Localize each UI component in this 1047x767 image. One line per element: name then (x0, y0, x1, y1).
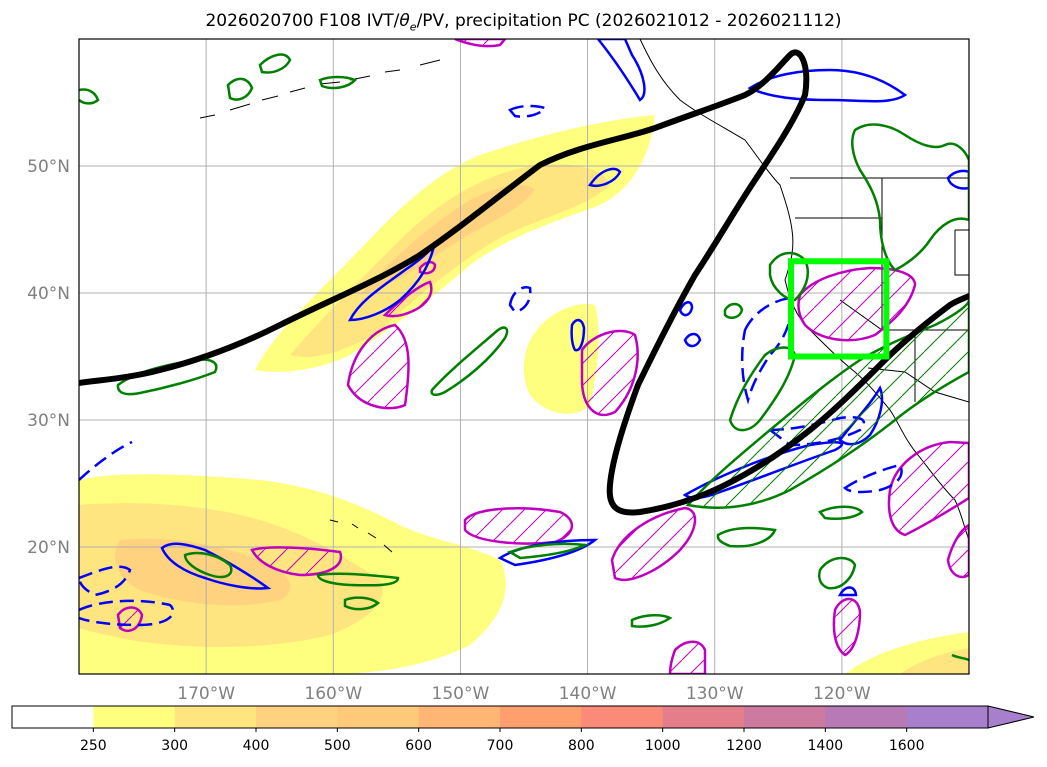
colorbar-segment (337, 706, 420, 728)
pv-contour-solid (837, 586, 858, 597)
pv-contour-dashed (508, 104, 548, 118)
precip-region (454, 39, 507, 48)
title-theta-sub: e (409, 20, 417, 34)
pv-contour-dashed (79, 565, 132, 597)
colorbar-segment (744, 706, 826, 728)
precip-region (610, 506, 697, 581)
longitude-label: 130°W (686, 684, 744, 704)
colorbar-level-label: 1600 (889, 738, 925, 754)
theta-e-contour (258, 53, 292, 74)
theta-e-contour (183, 551, 233, 579)
colorbar-level-label: 600 (405, 738, 432, 754)
colorbar-segment (662, 706, 745, 728)
pv-contour-dashed (79, 599, 175, 627)
latitude-label: 40°N (27, 284, 70, 304)
theta-e-contour (343, 596, 380, 611)
longitude-label: 120°W (813, 684, 871, 704)
longitude-label: 140°W (559, 684, 617, 704)
theta-e-contour (318, 75, 358, 90)
precip-region (346, 323, 410, 410)
theta-e-hatch-fill (688, 300, 969, 508)
theta-e-contour (316, 572, 400, 587)
latitude-label: 30°N (27, 411, 70, 431)
colorbar-segment (906, 706, 989, 728)
colorbar-level-label: 700 (487, 738, 514, 754)
theta-e-contour (723, 302, 744, 319)
colorbar-segment (93, 706, 176, 728)
precip-region (668, 640, 707, 674)
ivt-plume-north-300 (290, 164, 610, 358)
map-frame (78, 38, 970, 675)
pv-contour-solid (678, 301, 694, 317)
precip-region (250, 546, 343, 577)
theta-e-contour (79, 88, 100, 105)
pv-contour-solid (160, 542, 272, 590)
ivt-blob-central-250 (523, 304, 599, 414)
colorbar-segment (500, 706, 582, 728)
longitude-tick-labels: 170°W 160°W 150°W 140°W 130°W 120°W (177, 684, 871, 704)
colorbar-level-label: 1200 (726, 738, 762, 754)
theta-e-contour (768, 251, 810, 302)
colorbar-level-label: 250 (80, 738, 107, 754)
pv-contour-dashed (79, 440, 133, 481)
colorbar-segment (418, 706, 501, 728)
title-suffix: /PV, precipitation PC (2026021012 - 2026… (416, 11, 842, 31)
colorbar-level-label: 500 (324, 738, 351, 754)
theta-e-contour (818, 556, 857, 590)
pv-contour-dashed (508, 286, 532, 314)
theta-e-contour (716, 526, 777, 548)
colorbar-segment (174, 706, 257, 728)
pv-contour-solid (683, 332, 702, 348)
precip-region (887, 440, 969, 537)
pv-contour-solid (596, 39, 646, 102)
pv-contour-solid (588, 167, 622, 187)
colorbar-level-label: 1400 (808, 738, 844, 754)
ivt-blob-southeast-300 (900, 648, 969, 674)
pv-contour-dashed (843, 463, 903, 494)
colorbar-segment (581, 706, 664, 728)
precip-region (832, 597, 862, 657)
colorbar-segment (256, 706, 338, 728)
hawaiian-islands (329, 519, 393, 553)
colorbar-level-label: 400 (243, 738, 270, 754)
latitude-label: 20°N (27, 538, 70, 558)
theta-e-contour (851, 123, 969, 272)
precip-region (580, 329, 639, 417)
longitude-label: 170°W (177, 684, 235, 704)
theta-e-contour (507, 542, 590, 560)
longitude-label: 150°W (432, 684, 490, 704)
aleutian-islands (199, 59, 441, 119)
theta-e-contour (818, 505, 864, 520)
colorbar-segment (12, 706, 94, 728)
ivt-colorbar: 250 300 400 500 600 700 800 1000 1200 1400 1600 (11, 705, 1035, 754)
latitude-label: 50°N (27, 157, 70, 177)
jet-contour-layer (79, 49, 969, 516)
precip-region (382, 280, 433, 318)
colorbar-level-label: 800 (568, 738, 595, 754)
target-region-box (788, 258, 890, 360)
map-content (79, 39, 969, 674)
pv-contour-dashed (740, 296, 793, 405)
pv-contour-solid (946, 169, 969, 190)
map-title: 2026020700 F108 IVT/θe/PV, precipitation… (0, 11, 1047, 33)
colorbar-extension-arrow (987, 705, 1035, 729)
theta-e-contour (630, 614, 673, 628)
precip-region (463, 507, 573, 545)
theta-e-contour (226, 77, 254, 101)
longitude-label: 160°W (304, 684, 362, 704)
colorbar-segment (825, 706, 908, 728)
jet-contour-north-pacific (79, 49, 969, 516)
colorbar-level-label: 1000 (645, 738, 681, 754)
theta-e-hatched-region (688, 300, 969, 508)
theta-e-contour (430, 326, 509, 396)
pv-contour-solid (570, 318, 586, 352)
latitude-tick-labels: 20°N 30°N 40°N 50°N (27, 157, 70, 558)
colorbar-level-label: 300 (161, 738, 188, 754)
precip-region (946, 523, 969, 579)
title-prefix: 2026020700 F108 IVT/ (205, 11, 400, 31)
title-theta: θ (399, 11, 410, 31)
theta-e-contour (951, 653, 969, 662)
